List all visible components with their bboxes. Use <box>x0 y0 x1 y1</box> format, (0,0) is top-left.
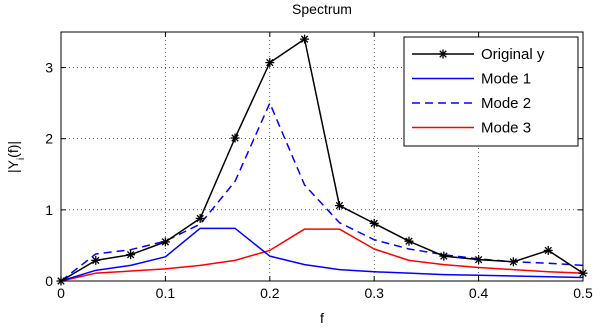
star-stroke <box>474 255 483 264</box>
grid <box>61 32 583 281</box>
data-point-original-y <box>334 201 344 211</box>
legend-label-mode-3: Mode 3 <box>481 120 531 137</box>
star-stroke <box>92 256 100 265</box>
series-line-mode-3 <box>60 228 584 282</box>
x-tick-label: 0.3 <box>364 285 384 301</box>
legend-marker-original-y <box>438 49 448 59</box>
star-stroke <box>579 269 587 277</box>
series-layer <box>56 34 588 286</box>
chart-title: Spectrum <box>292 1 352 17</box>
data-point-original-y <box>265 58 275 68</box>
data-point-original-y <box>91 255 101 265</box>
data-point-original-y <box>195 213 205 223</box>
star-stroke <box>266 58 274 67</box>
legend-label-original-y: Original y <box>481 46 545 63</box>
star-stroke <box>161 238 170 246</box>
star-stroke <box>126 250 135 259</box>
data-point-original-y <box>230 133 240 143</box>
plot-frame <box>60 31 584 282</box>
star-stroke <box>509 258 518 266</box>
star-stroke <box>440 252 448 260</box>
data-point-original-y <box>126 250 136 260</box>
axis-ticks: 0 0.1 0.2 0.3 0.4 0.5 0 1 2 3 <box>45 32 593 301</box>
star-stroke <box>300 35 309 43</box>
star-stroke <box>544 246 552 255</box>
data-point-original-y <box>404 236 414 246</box>
y-tick-label: 3 <box>45 60 53 76</box>
series-line-mode-2 <box>60 102 584 282</box>
y-axis-label: |Yi(f)| <box>5 141 27 173</box>
data-point-original-y <box>56 276 66 286</box>
y-tick-label: 0 <box>45 273 53 289</box>
series-line-original-y <box>60 38 584 282</box>
data-point-original-y <box>508 257 518 267</box>
legend-label-mode-2: Mode 2 <box>481 95 531 112</box>
data-point-original-y <box>160 237 170 247</box>
star-stroke <box>196 214 204 223</box>
star-stroke <box>405 237 413 245</box>
x-axis-label: f <box>320 310 324 326</box>
star-stroke <box>231 134 239 142</box>
star-stroke <box>439 50 447 58</box>
y-tick-label: 2 <box>45 131 53 147</box>
series-line-mode-1 <box>60 227 584 282</box>
data-point-original-y <box>474 255 484 265</box>
data-point-original-y <box>578 268 588 278</box>
star-stroke <box>335 201 344 210</box>
x-tick-label: 0.5 <box>573 285 593 301</box>
x-tick-label: 0.4 <box>469 285 489 301</box>
star-stroke <box>370 219 378 228</box>
data-point-original-y <box>439 251 449 261</box>
legend: Original y Mode 1 Mode 2 Mode 3 <box>403 36 579 147</box>
x-tick-label: 0.2 <box>260 285 280 301</box>
data-point-original-y <box>300 34 310 44</box>
y-tick-label: 1 <box>45 202 53 218</box>
data-point-original-y <box>543 245 553 255</box>
data-point-original-y <box>369 218 379 228</box>
star-stroke <box>57 277 65 285</box>
x-tick-label: 0.1 <box>156 285 176 301</box>
x-tick-label: 0 <box>57 285 65 301</box>
legend-label-mode-1: Mode 1 <box>481 71 531 88</box>
